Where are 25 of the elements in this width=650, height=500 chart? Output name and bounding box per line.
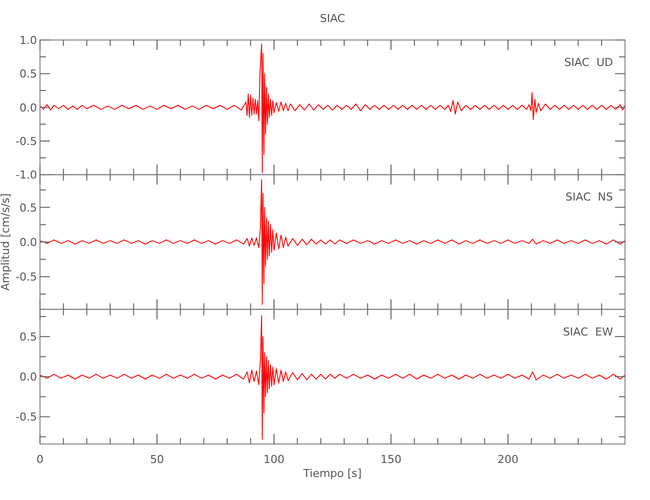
- chart-title: SIAC: [320, 12, 346, 25]
- annotation: SIAC NS: [566, 190, 614, 204]
- x-tick-label: 100: [264, 453, 284, 466]
- annotation: SIAC EW: [562, 325, 614, 338]
- y-tick-label: -0.5: [16, 410, 37, 424]
- y-tick-label: 0.0: [20, 236, 37, 249]
- y-tick-label: -0.5: [16, 135, 37, 148]
- y-tick-label: 0.0: [20, 370, 37, 384]
- y-tick-label: -0.5: [16, 270, 37, 284]
- y-tick-label: 0.5: [20, 201, 37, 214]
- y-tick-label: 0.0: [20, 101, 37, 114]
- y-tick-label: 0.5: [20, 330, 37, 344]
- y-tick-label: -1.0: [16, 168, 37, 182]
- y-tick-label: 1.0: [20, 34, 37, 47]
- x-tick-label: 50: [150, 453, 164, 466]
- y-tick-label: 0.5: [20, 68, 37, 81]
- line-series: [40, 179, 626, 305]
- x-tick-label: 150: [380, 453, 402, 466]
- x-axis-title: Tiempo [s]: [302, 467, 362, 480]
- x-tick-label: 200: [498, 453, 518, 466]
- x-tick-label: 0: [36, 453, 44, 466]
- line-series: [40, 44, 626, 174]
- line-series: [40, 315, 626, 440]
- y-axis-title: Amplitud [cm/s/s]: [0, 193, 12, 291]
- annotation: SIAC UD: [564, 56, 613, 69]
